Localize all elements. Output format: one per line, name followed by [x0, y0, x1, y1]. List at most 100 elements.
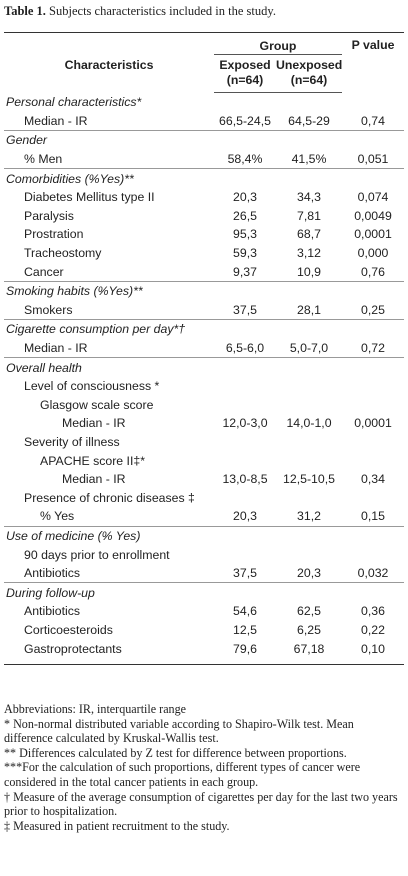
table-body: Personal characteristics* Median - IR 66,5…: [4, 93, 404, 665]
section-title: Personal characteristics*: [6, 95, 142, 110]
cell-unexposed: 31,2: [297, 509, 321, 524]
row-label: 90 days prior to enrollment: [24, 547, 170, 562]
data-row: APACHE score II‡*: [4, 451, 404, 470]
section-title: During follow-up: [4, 582, 404, 603]
row-label: Median - IR: [62, 472, 126, 487]
cell-unexposed: 5,0-7,0: [289, 341, 329, 356]
data-row: Gastroprotectants 79,6 67,18 0,10: [4, 639, 404, 665]
cell-exposed: 26,5: [233, 208, 257, 223]
data-row: Antibiotics 54,6 62,5 0,36: [4, 602, 404, 621]
cell-unexposed: 20,3: [297, 566, 321, 581]
row-label: Diabetes Mellitus type II: [24, 190, 155, 205]
row-label: Median - IR: [62, 416, 126, 431]
cell-exposed: 58,4%: [227, 152, 263, 167]
cell-exposed: 79,6: [214, 639, 276, 665]
row-label: Prostration: [24, 227, 84, 242]
cell-exposed: 59,3: [233, 246, 257, 261]
cell-exposed: 9,37: [233, 264, 257, 279]
data-row: Corticoesteroids 12,5 6,25 0,22: [4, 621, 404, 640]
header-text: Exposed (n=64): [219, 58, 271, 87]
data-row: % Men 58,4% 41,5% 0,051: [4, 150, 404, 169]
cell-exposed: 95,3: [233, 227, 257, 242]
section-row: Overall health: [4, 357, 404, 377]
footnotes: Abbreviations: IR, interquartile range * …: [4, 702, 404, 833]
cell-p-value: 0,051: [357, 152, 389, 167]
cell-p-value: 0,15: [361, 509, 385, 524]
header-text: Unexposed (n=64): [276, 58, 343, 87]
cell-p-value: 0,032: [357, 566, 389, 581]
data-row: Prostration 95,3 68,7 0,0001: [4, 225, 404, 244]
caption-label: Table 1.: [4, 4, 46, 18]
cell-p-value: 0,074: [357, 190, 389, 205]
data-row: 90 days prior to enrollment: [4, 545, 404, 564]
cell-unexposed: 68,7: [297, 227, 321, 242]
header-row: Exposed (n=64) Unexposed (n=64): [4, 54, 404, 93]
footnote: † Measure of the average consumption of …: [4, 789, 398, 819]
cell-unexposed: 6,25: [297, 622, 321, 637]
cell-unexposed: 10,9: [297, 264, 321, 279]
header-row: Characteristics Group P value: [4, 32, 404, 93]
footnote: ** Differences calculated by Z test for …: [4, 745, 347, 760]
section-title: Overall health: [4, 357, 404, 377]
row-label: Paralysis: [24, 208, 74, 223]
section-row: Personal characteristics*: [4, 93, 404, 112]
cell-p-value: 0,22: [361, 622, 385, 637]
cell-exposed: 12,5: [233, 622, 257, 637]
caption: Table 1. Subjects characteristics includ…: [4, 4, 404, 19]
row-label: Antibiotics: [24, 566, 81, 581]
data-row: % Yes 20,3 31,2 0,15: [4, 507, 404, 526]
caption-text: Subjects characteristics included in the…: [49, 4, 276, 18]
data-row: Glasgow scale score: [4, 396, 404, 415]
section-title: Cigarette consumption per day*†: [4, 319, 404, 339]
data-row: Severity of illness: [4, 433, 404, 452]
cell-p-value: 0,0001: [354, 227, 392, 242]
row-label: % Men: [24, 152, 63, 167]
cell-unexposed: 41,5%: [291, 152, 327, 167]
row-label: Cancer: [24, 264, 64, 279]
header-cell: Group: [214, 32, 342, 55]
section-row: Smoking habits (%Yes)**: [4, 280, 404, 301]
section-row: Comorbidities (%Yes)**: [4, 168, 404, 188]
section-row: Use of medicine (% Yes): [4, 525, 404, 546]
row-label: Antibiotics: [24, 604, 81, 619]
cell-unexposed: 67,18: [276, 639, 342, 665]
footnote: * Non-normal distributed variable accord…: [4, 716, 354, 746]
row-label: % Yes: [40, 509, 75, 524]
row-label: APACHE score II‡*: [40, 453, 146, 468]
cell-unexposed: 3,12: [297, 246, 321, 261]
cell-exposed: 54,6: [233, 604, 257, 619]
cell-p-value: 0,34: [361, 472, 385, 487]
cell-unexposed: 34,3: [297, 190, 321, 205]
data-row: Median - IR 66,5-24,5 64,5-29 0,74: [4, 112, 404, 131]
row-label: Presence of chronic diseases ‡: [24, 490, 195, 505]
footnote: Abbreviations: IR, interquartile range: [4, 702, 187, 716]
cell-exposed: 20,3: [233, 190, 257, 205]
cell-exposed: 12,0-3,0: [222, 416, 268, 431]
row-label: Level of consciousness *: [24, 379, 160, 394]
table: Characteristics Group P value Exposed (n…: [4, 32, 404, 665]
cell-p-value: 0,0001: [354, 416, 392, 431]
cell-unexposed: 28,1: [297, 302, 321, 317]
data-row: Antibiotics 37,5 20,3 0,032: [4, 564, 404, 583]
cell-p-value: 0,25: [361, 302, 385, 317]
cell-exposed: 6,5-6,0: [225, 341, 265, 356]
section-title: Comorbidities (%Yes)**: [4, 168, 404, 188]
data-row: Tracheostomy 59,3 3,12 0,000: [4, 244, 404, 263]
table-header: Characteristics Group P value Exposed (n…: [4, 32, 404, 93]
cell-p-value: 0,000: [357, 246, 389, 261]
cell-p-value: 0,74: [361, 113, 385, 128]
section-title: Gender: [4, 130, 404, 150]
section-row: Gender: [4, 130, 404, 150]
cell-unexposed: 64,5-29: [288, 113, 330, 128]
section-title: Use of medicine (% Yes): [4, 525, 404, 546]
data-row: Diabetes Mellitus type II 20,3 34,3 0,074: [4, 188, 404, 207]
data-row: Median - IR 13,0-8,5 12,5-10,5 0,34: [4, 470, 404, 489]
data-row: Presence of chronic diseases ‡: [4, 488, 404, 507]
cell-exposed: 37,5: [233, 566, 257, 581]
cell-p-value: 0,0049: [354, 208, 392, 223]
cell-exposed: 13,0-8,5: [222, 472, 268, 487]
header-cell: Exposed (n=64): [214, 54, 276, 93]
cell-unexposed: 7,81: [297, 208, 321, 223]
section-row: Cigarette consumption per day*†: [4, 319, 404, 339]
